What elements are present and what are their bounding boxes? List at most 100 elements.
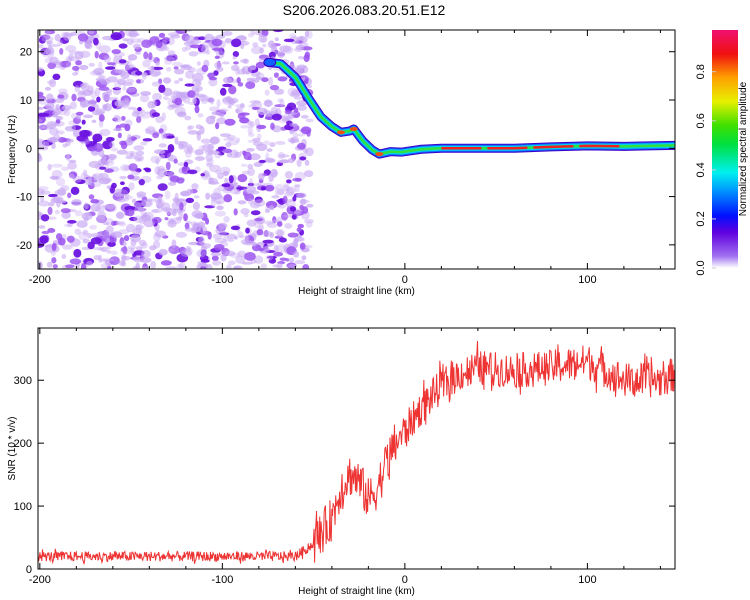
noise-blob	[264, 157, 274, 163]
noise-blob	[146, 198, 153, 202]
noise-blob	[65, 45, 77, 52]
noise-blob	[296, 64, 307, 70]
noise-blob	[61, 253, 67, 260]
noise-blob	[152, 208, 159, 213]
noise-blob	[97, 159, 105, 166]
noise-blob	[189, 39, 202, 44]
noise-blob	[289, 206, 297, 212]
noise-blob	[296, 159, 302, 167]
noise-blob	[139, 94, 150, 103]
noise-blob	[95, 77, 104, 82]
noise-blob	[128, 182, 135, 191]
noise-blob	[250, 79, 260, 83]
noise-blob	[89, 70, 102, 76]
noise-blob	[48, 202, 55, 207]
noise-blob	[38, 124, 46, 130]
ridge-peak-blob	[375, 152, 384, 157]
noise-blob	[102, 258, 115, 262]
noise-blob	[237, 174, 248, 183]
noise-blob	[38, 225, 46, 229]
noise-blob	[295, 44, 305, 51]
noise-blob	[272, 30, 284, 33]
noise-blob	[194, 105, 200, 114]
noise-blob	[99, 258, 108, 263]
noise-blob	[91, 110, 104, 116]
snr-line	[38, 340, 675, 565]
noise-blob	[227, 104, 232, 109]
noise-blob	[179, 202, 184, 211]
noise-blob	[264, 208, 271, 214]
noise-blob	[100, 246, 108, 253]
noise-blob	[196, 61, 201, 66]
noise-blob	[185, 70, 195, 79]
noise-blob	[113, 188, 124, 198]
noise-blob	[117, 220, 125, 225]
noise-blob	[209, 136, 220, 145]
noise-blob	[200, 266, 207, 269]
snr-panel: -200 -100 0 100 0 100 200 300 Height of straight…	[7, 327, 676, 597]
noise-blob	[88, 194, 95, 200]
noise-blob	[51, 242, 57, 252]
noise-blob	[247, 167, 255, 177]
noise-blob	[235, 106, 243, 115]
noise-blob	[102, 140, 113, 150]
noise-blob	[183, 247, 193, 256]
noise-blob	[121, 115, 126, 121]
noise-blob	[195, 213, 204, 219]
noise-blob	[293, 96, 302, 100]
noise-blob	[258, 221, 264, 230]
noise-blob	[279, 257, 287, 261]
noise-blob	[82, 238, 90, 244]
noise-blob	[107, 241, 116, 247]
noise-blob	[112, 128, 123, 132]
noise-blob	[46, 93, 54, 101]
noise-blob	[271, 113, 282, 121]
noise-blob	[175, 30, 188, 34]
noise-blob	[226, 264, 232, 269]
noise-blob	[264, 116, 274, 120]
ridge-peak-blob	[336, 130, 345, 135]
noise-blob	[114, 100, 126, 107]
noise-blob	[150, 198, 162, 202]
noise-blob	[293, 251, 300, 258]
colorbar: 0.0 0.2 0.4 0.6 0.8 Normalized spectral ampli…	[695, 30, 749, 276]
noise-blob	[92, 133, 103, 143]
noise-blob	[200, 242, 212, 249]
noise-blob	[160, 202, 171, 211]
noise-blob	[58, 88, 68, 94]
noise-blob	[150, 260, 157, 269]
noise-blob	[141, 39, 153, 48]
noise-blob	[79, 99, 87, 109]
noise-blob	[173, 158, 178, 164]
noise-blob	[124, 30, 136, 37]
noise-blob	[218, 232, 230, 236]
noise-blob	[168, 218, 174, 225]
noise-blob	[178, 262, 186, 269]
noise-blob	[297, 133, 306, 137]
noise-blob	[158, 143, 167, 148]
noise-blob	[141, 242, 148, 249]
noise-blob	[284, 170, 294, 179]
noise-blob	[137, 194, 144, 199]
noise-blob	[108, 154, 117, 161]
noise-blob	[117, 197, 126, 203]
noise-blob	[223, 215, 230, 223]
noise-blob	[209, 97, 215, 105]
noise-blob	[38, 261, 43, 269]
noise-blob	[293, 184, 301, 188]
y-tick-label: 10	[20, 95, 32, 107]
noise-blob	[263, 249, 270, 253]
noise-blob	[113, 114, 121, 122]
noise-blob	[61, 166, 70, 171]
noise-blob	[224, 250, 236, 257]
noise-blob	[80, 263, 87, 269]
noise-blob	[299, 156, 307, 161]
noise-blob	[285, 186, 297, 194]
noise-blob	[244, 251, 256, 261]
noise-blob	[251, 46, 263, 55]
noise-blob	[176, 263, 184, 269]
noise-blob	[52, 196, 64, 203]
noise-blob	[283, 183, 290, 188]
noise-blob	[301, 255, 307, 261]
noise-blob	[136, 116, 142, 124]
